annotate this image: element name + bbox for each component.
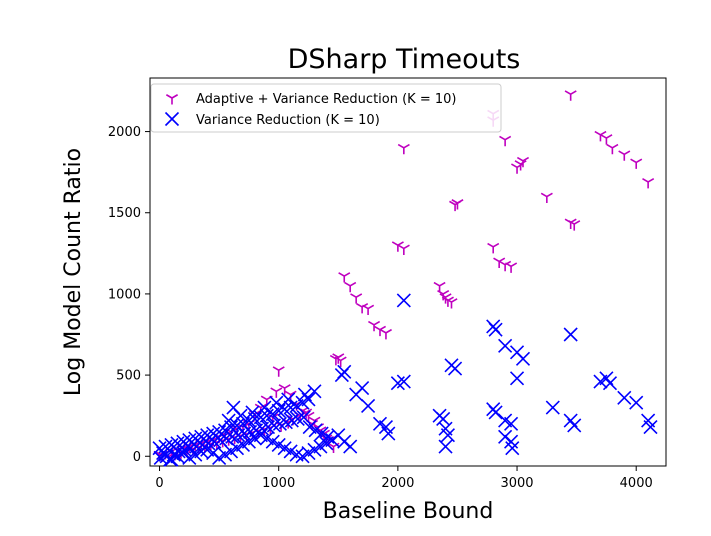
data-point <box>504 416 519 431</box>
data-point <box>397 143 410 155</box>
data-point <box>564 90 577 101</box>
data-point <box>563 327 578 342</box>
data-point <box>272 366 285 377</box>
data-point <box>368 320 381 332</box>
data-point <box>307 384 322 399</box>
data-point <box>445 298 458 309</box>
data-point <box>606 143 619 155</box>
data-point <box>297 387 312 402</box>
data-point <box>505 262 518 273</box>
x-axis-label: Baseline Bound <box>323 499 494 524</box>
data-point <box>509 371 525 386</box>
y-tick-label: 2000 <box>108 125 141 140</box>
plot-frame <box>149 77 667 467</box>
data-point <box>396 293 411 308</box>
data-point <box>567 418 582 433</box>
legend-marker-glyph <box>164 111 180 127</box>
data-point <box>344 281 357 293</box>
data-point <box>618 150 631 161</box>
data-point <box>642 177 655 189</box>
data-point <box>643 419 658 435</box>
data-point <box>334 368 349 383</box>
data-point <box>257 400 272 415</box>
data-point <box>269 395 284 410</box>
legend-box <box>150 83 502 133</box>
data-point <box>362 304 375 316</box>
legend-marker-adaptive <box>165 94 179 105</box>
x-axis-ticks: 0 1000 2000 3000 4000 <box>155 466 653 491</box>
plot-area <box>149 77 667 467</box>
data-point <box>436 411 451 426</box>
data-point <box>379 328 392 340</box>
data-point <box>397 244 410 255</box>
series-layer <box>152 90 658 467</box>
data-point <box>449 200 462 212</box>
legend-label-adaptive: Adaptive + Variance Reduction (K = 10) <box>196 92 456 107</box>
data-point <box>488 322 503 337</box>
data-point <box>221 413 236 428</box>
legend: Adaptive + Variance Reduction (K = 10) V… <box>150 83 502 133</box>
data-point <box>448 361 463 376</box>
data-point <box>629 395 644 410</box>
data-point <box>281 392 296 407</box>
x-tick-label: 0 <box>155 476 163 491</box>
data-point <box>334 356 347 367</box>
y-axis-ticks: 0 500 1000 1500 2000 <box>108 125 150 465</box>
data-point <box>617 390 632 405</box>
data-point <box>350 293 363 304</box>
y-tick-label: 0 <box>133 450 141 465</box>
legend-marker-glyph <box>165 94 179 105</box>
data-point <box>602 376 618 391</box>
data-point <box>487 242 500 254</box>
y-tick-label: 1000 <box>108 287 141 302</box>
data-point <box>630 158 643 169</box>
data-point <box>440 428 455 443</box>
legend-label-variance: Variance Reduction (K = 10) <box>196 113 380 128</box>
data-point <box>499 135 512 147</box>
data-point <box>343 439 358 454</box>
data-point <box>338 272 351 283</box>
y-axis-label: Log Model Count Ratio <box>61 148 86 396</box>
series-variance <box>152 293 658 467</box>
x-tick-label: 2000 <box>381 476 414 491</box>
data-point <box>270 387 283 398</box>
y-tick-label: 500 <box>116 369 141 384</box>
legend-marker-variance <box>164 111 180 127</box>
x-tick-label: 1000 <box>262 476 295 491</box>
data-point <box>505 441 520 456</box>
data-point <box>600 134 613 145</box>
data-point <box>515 351 531 366</box>
x-tick-label: 3000 <box>500 476 533 491</box>
data-point <box>540 192 553 204</box>
data-point <box>381 426 396 441</box>
data-point <box>498 338 513 353</box>
data-point <box>361 398 376 413</box>
data-point <box>245 405 260 420</box>
data-point <box>438 439 453 454</box>
data-point <box>488 405 503 420</box>
x-tick-label: 4000 <box>620 476 653 491</box>
data-point <box>233 408 248 423</box>
data-point <box>329 354 342 366</box>
data-point <box>349 387 364 402</box>
y-tick-label: 1500 <box>108 206 141 221</box>
data-point <box>545 400 560 415</box>
data-point <box>396 374 411 389</box>
data-point <box>511 163 524 174</box>
data-point <box>278 384 291 395</box>
data-point <box>568 220 581 231</box>
chart-title: DSharp Timeouts <box>288 44 521 75</box>
data-point <box>153 450 168 465</box>
data-point <box>296 410 311 425</box>
